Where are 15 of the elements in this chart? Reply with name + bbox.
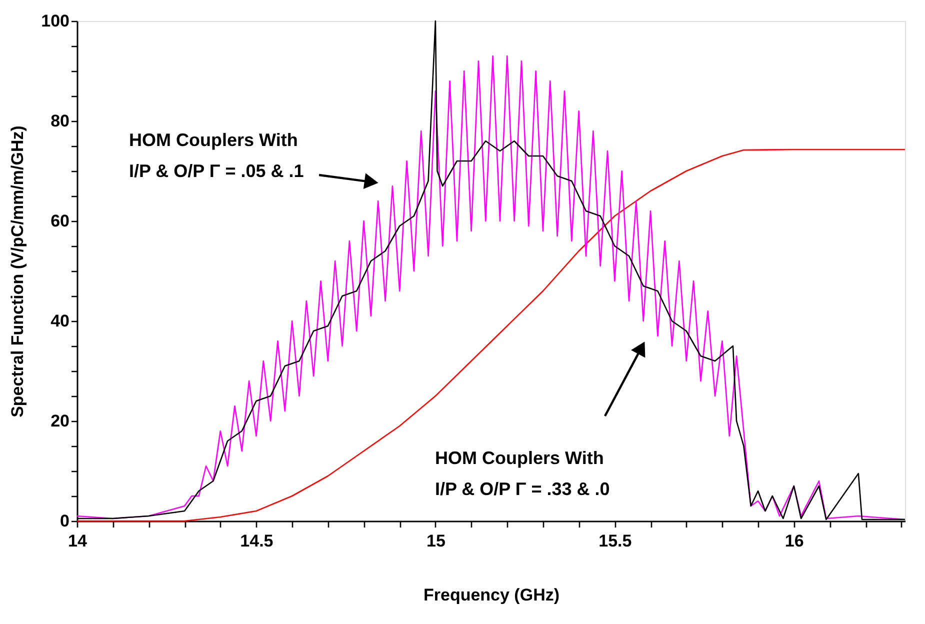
annotation: HOM Couplers With I/P & O/P Γ = .33 & .0 [435, 448, 610, 499]
x-tick-label: 14.5 [240, 532, 274, 550]
x-tick-label: 14 [68, 532, 88, 550]
y-tick-label: 60 [50, 212, 70, 230]
x-tick-label: 16 [784, 532, 804, 550]
annotation: HOM Couplers With I/P & O/P Γ = .05 & .1 [129, 130, 304, 181]
x-tick-label: 15 [426, 532, 446, 550]
y-tick-label: 20 [50, 412, 70, 430]
y-tick-label: 100 [41, 12, 70, 30]
x-tick-label: 15.5 [598, 532, 632, 550]
y-tick-label: 40 [50, 312, 70, 330]
x-axis-title: Frequency (GHz) [423, 586, 560, 604]
y-tick-label: 0 [60, 512, 70, 530]
y-tick-label: 80 [50, 112, 70, 130]
y-axis-title: Spectral Function (V/pC/mm/m/GHz) [8, 126, 28, 418]
